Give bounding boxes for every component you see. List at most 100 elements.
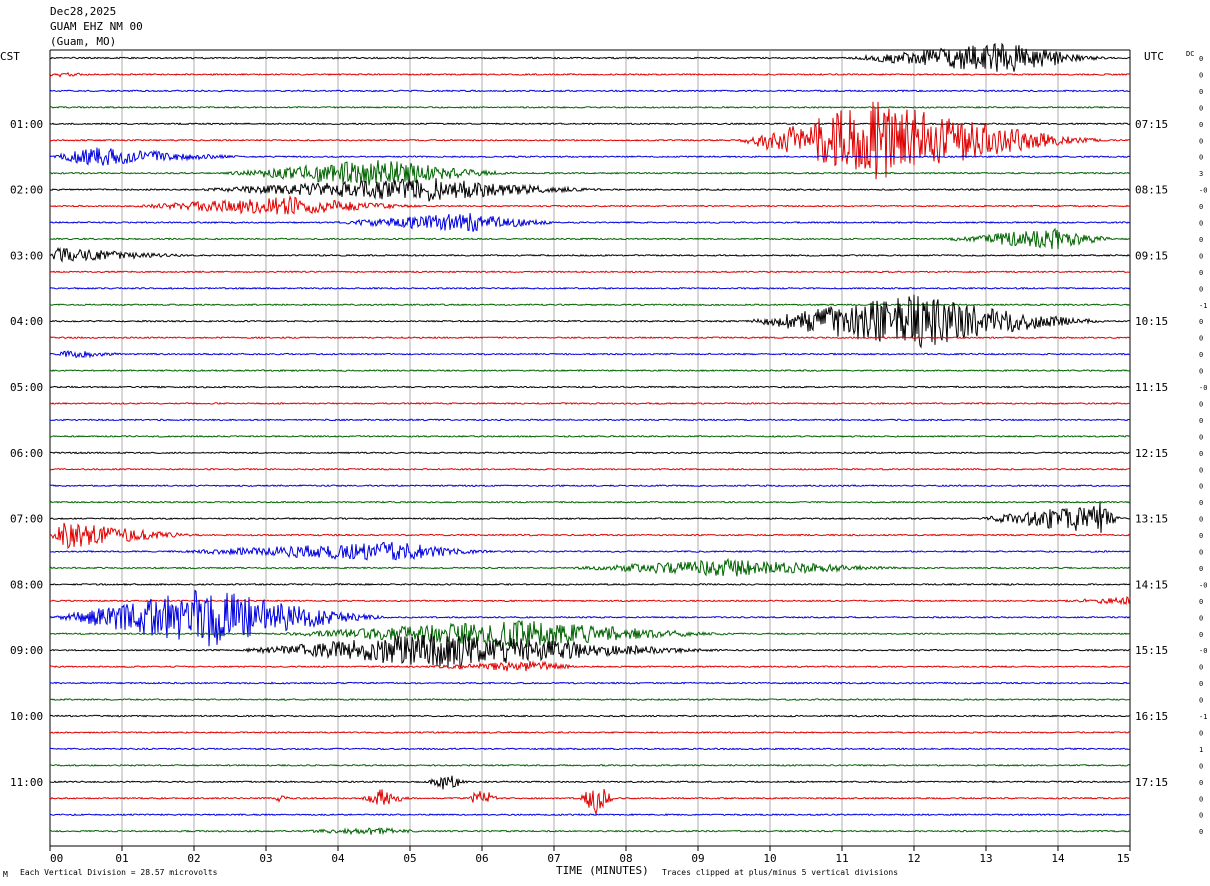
- x-tick-label: 10: [763, 852, 776, 865]
- trace-line: [49, 147, 1131, 166]
- left-hour-label: 10:00: [10, 710, 43, 723]
- x-tick-label: 08: [619, 852, 632, 865]
- scale-note: Each Vertical Division = 28.57 microvolt…: [20, 868, 218, 877]
- dc-offset-value: 0: [1199, 104, 1203, 112]
- dc-offset-value: 0: [1199, 812, 1203, 820]
- dc-offset-value: 0: [1199, 516, 1203, 524]
- header-location: (Guam, MO): [50, 35, 116, 48]
- trace-line: [49, 557, 1131, 577]
- x-tick-label: 13: [979, 852, 992, 865]
- x-tick-label: 09: [691, 852, 704, 865]
- dc-offset-value: 0: [1199, 203, 1203, 211]
- dc-offset-value: 3: [1199, 170, 1203, 178]
- x-tick-label: 02: [187, 852, 200, 865]
- dc-offset-value: 0: [1199, 828, 1203, 836]
- dc-offset-value: 0: [1199, 565, 1203, 573]
- trace-line: [49, 286, 1131, 290]
- x-axis-title: TIME (MINUTES): [556, 864, 649, 877]
- trace-line: [49, 303, 1131, 307]
- trace-line: [49, 178, 1131, 202]
- trace-line: [49, 698, 1131, 702]
- dc-offset-value: 0: [1199, 71, 1203, 79]
- dc-offset-value: 0: [1199, 532, 1203, 540]
- trace-line: [49, 89, 1131, 93]
- left-hour-label: 07:00: [10, 513, 43, 526]
- trace-line: [49, 681, 1131, 685]
- x-tick-label: 06: [475, 852, 488, 865]
- trace-line: [49, 418, 1130, 422]
- x-tick-label: 05: [403, 852, 416, 865]
- trace-line: [49, 451, 1131, 455]
- trace-line: [49, 484, 1131, 488]
- dc-offset-value: -1: [1199, 713, 1207, 721]
- dc-offset-value: 0: [1199, 450, 1203, 458]
- dc-offset-value: 0: [1199, 55, 1203, 63]
- x-tick-label: 00: [50, 852, 63, 865]
- trace-line: [49, 596, 1131, 606]
- trace-line: [50, 402, 1130, 405]
- left-hour-label: 08:00: [10, 578, 43, 591]
- trace-line: [49, 502, 1131, 533]
- dc-offset-value: 0: [1199, 729, 1203, 737]
- dc-offset-value: -0: [1199, 581, 1207, 589]
- trace-line: [49, 122, 1131, 126]
- dc-offset-value: 0: [1199, 631, 1203, 639]
- right-hour-label: 17:15: [1135, 776, 1168, 789]
- trace-line: [49, 42, 1131, 72]
- left-hour-label: 01:00: [10, 118, 43, 131]
- dc-offset-value: 0: [1199, 483, 1203, 491]
- x-tick-label: 15: [1117, 852, 1130, 865]
- trace-line: [49, 633, 1131, 668]
- trace-line: [49, 467, 1131, 471]
- trace-line: [49, 589, 1131, 647]
- dc-offset-value: -0: [1199, 384, 1207, 392]
- dc-offset-value: 0: [1199, 121, 1203, 129]
- header-station: GUAM EHZ NM 00: [50, 20, 143, 33]
- dc-offset-value: 0: [1199, 762, 1203, 770]
- dc-column-label: DC: [1186, 50, 1194, 58]
- trace-line: [49, 813, 1131, 817]
- trace-line: [49, 72, 1131, 78]
- dc-offset-value: 0: [1199, 433, 1203, 441]
- dc-offset-value: 0: [1199, 220, 1203, 228]
- dc-offset-value: 0: [1199, 285, 1203, 293]
- corner-mark: M: [3, 870, 8, 879]
- dc-offset-value: -0: [1199, 187, 1207, 195]
- left-hour-label: 05:00: [10, 381, 43, 394]
- left-hour-label: 11:00: [10, 776, 43, 789]
- dc-offset-value: 0: [1199, 598, 1203, 606]
- left-hour-label: 03:00: [10, 249, 43, 262]
- right-hour-label: 09:15: [1135, 249, 1168, 262]
- trace-line: [49, 714, 1131, 718]
- x-tick-label: 07: [547, 852, 560, 865]
- dc-offset-value: 0: [1199, 779, 1203, 787]
- trace-line: [49, 270, 1131, 274]
- clip-note: Traces clipped at plus/minus 5 vertical …: [662, 868, 898, 877]
- dc-offset-value: -1: [1199, 302, 1207, 310]
- x-tick-label: 14: [1051, 852, 1065, 865]
- trace-line: [49, 385, 1131, 389]
- right-timezone-label: UTC: [1144, 50, 1164, 63]
- x-tick-label: 11: [835, 852, 848, 865]
- dc-offset-value: 0: [1199, 549, 1203, 557]
- minute-grid: [49, 49, 1131, 846]
- dc-offset-value: 0: [1199, 351, 1203, 359]
- dc-offset-value: 0: [1199, 269, 1203, 277]
- trace-line: [49, 246, 1131, 263]
- trace-line: [49, 747, 1131, 751]
- right-hour-label: 12:15: [1135, 447, 1168, 460]
- trace-line: [49, 731, 1131, 734]
- dc-offset-value: 0: [1199, 499, 1203, 507]
- dc-offset-value: 0: [1199, 368, 1203, 376]
- trace-line: [49, 369, 1131, 373]
- right-hour-label: 11:15: [1135, 381, 1168, 394]
- trace-line: [50, 194, 1131, 215]
- x-tick-label: 04: [331, 852, 345, 865]
- trace-line: [49, 522, 1131, 550]
- left-timezone-label: CST: [0, 50, 20, 63]
- x-tick-label: 03: [259, 852, 272, 865]
- right-hour-label: 13:15: [1135, 513, 1168, 526]
- right-hour-labels: 07:15 08:15 09:15 10:15 11:15 12:15 13:15 14:15…: [1135, 118, 1168, 789]
- trace-line: [49, 582, 1131, 586]
